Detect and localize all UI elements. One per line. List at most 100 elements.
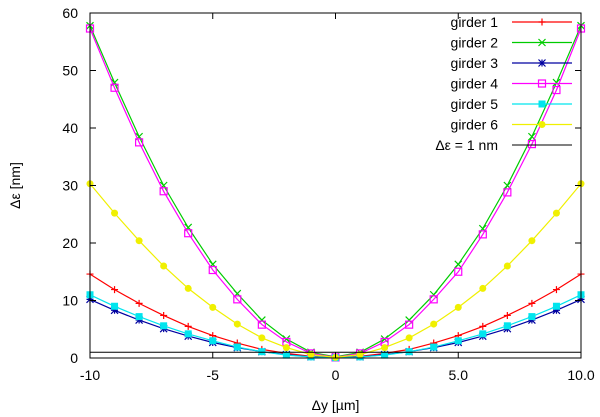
legend-label: girder 2 <box>451 35 499 51</box>
legend-entry: girder 4 <box>451 76 572 92</box>
data-point <box>282 335 291 343</box>
data-point <box>380 335 389 343</box>
series-layer <box>85 21 586 362</box>
data-point <box>479 284 487 292</box>
legend-marker <box>537 79 547 88</box>
data-point <box>135 299 143 307</box>
y-tick-label: 40 <box>62 120 78 136</box>
legend-marker <box>538 18 546 26</box>
data-point <box>430 343 438 351</box>
series-5 <box>86 291 585 362</box>
data-point <box>528 299 536 307</box>
data-point <box>381 351 389 359</box>
data-point <box>405 320 414 329</box>
data-point <box>552 85 561 95</box>
data-point <box>479 330 487 338</box>
y-tick-label: 30 <box>62 178 78 194</box>
data-point <box>552 209 560 217</box>
data-point <box>430 320 438 328</box>
data-point <box>405 348 413 356</box>
data-point <box>479 322 487 330</box>
legend-label: girder 3 <box>451 55 499 71</box>
legend-marker <box>538 100 546 108</box>
data-point <box>503 311 511 319</box>
y-tick-label: 60 <box>62 5 78 21</box>
legend: girder 1 girder 2 girder 3 girder 4 girder 5… <box>435 14 572 153</box>
data-point <box>429 295 438 304</box>
data-point <box>111 209 119 217</box>
data-point <box>184 284 192 292</box>
data-point <box>552 286 560 294</box>
data-point <box>160 262 168 270</box>
y-tick-label: 10 <box>62 293 78 309</box>
data-point <box>527 140 537 149</box>
x-tick-label: 0 <box>332 367 340 383</box>
series-4 <box>85 24 586 362</box>
legend-marker <box>538 38 546 47</box>
y-axis-label: Δε [nm] <box>7 162 23 209</box>
data-point <box>528 313 536 321</box>
legend-entry: girder 5 <box>451 96 572 112</box>
data-point <box>208 265 217 275</box>
data-point <box>159 187 168 196</box>
y-tick-label: 20 <box>62 235 78 251</box>
legend-marker <box>538 121 546 128</box>
data-point <box>552 302 560 310</box>
data-point <box>111 286 119 294</box>
legend-label: girder 1 <box>451 14 499 30</box>
legend-entry: girder 6 <box>451 117 572 133</box>
data-point <box>184 229 193 238</box>
series-2 <box>86 21 585 361</box>
series-line <box>89 28 582 359</box>
series-6 <box>86 180 585 361</box>
data-point <box>257 320 266 329</box>
x-tick-label: 10.0 <box>567 367 594 383</box>
data-point <box>478 230 487 239</box>
legend-entry: girder 1 <box>451 14 572 30</box>
data-point <box>110 306 119 315</box>
data-point <box>405 334 413 342</box>
data-point <box>381 344 389 352</box>
legend-entry: girder 3 <box>451 55 572 71</box>
data-point <box>209 303 217 311</box>
x-tick-label: -5 <box>207 367 220 383</box>
data-point <box>135 237 143 245</box>
data-point <box>110 83 119 92</box>
data-point <box>111 302 119 310</box>
data-point <box>454 267 463 276</box>
legend-label: girder 5 <box>451 96 499 112</box>
data-point <box>454 303 462 311</box>
data-point <box>307 351 315 359</box>
x-tick-label: 5.0 <box>449 367 469 383</box>
data-point <box>356 351 364 359</box>
data-point <box>184 322 192 330</box>
axes-layer: -10 -5 0 5.0 10.0 0 10 20 30 40 50 60 <box>62 5 594 383</box>
legend-entry: girder 2 <box>451 35 572 51</box>
data-point <box>233 343 241 351</box>
data-point <box>135 138 144 147</box>
series-1 <box>86 270 585 361</box>
data-point <box>110 78 119 87</box>
legend-label: girder 4 <box>451 76 499 92</box>
data-point <box>160 311 168 319</box>
legend-marker <box>538 59 546 67</box>
data-point <box>135 313 143 321</box>
data-point <box>233 295 242 304</box>
x-tick-label: -10 <box>80 367 100 383</box>
data-point <box>282 351 290 359</box>
y-tick-label: 0 <box>70 350 78 366</box>
data-point <box>503 188 512 197</box>
data-point <box>552 306 561 315</box>
data-point <box>184 330 192 338</box>
data-point <box>503 322 511 330</box>
data-point <box>503 262 511 270</box>
data-point <box>209 337 217 345</box>
data-point <box>282 344 290 352</box>
data-point <box>160 322 168 330</box>
data-point <box>258 334 266 342</box>
legend-label: girder 6 <box>451 117 499 133</box>
data-point <box>258 348 266 356</box>
x-axis-label: Δy [µm] <box>312 397 360 413</box>
legend-entry: Δε = 1 nm <box>435 137 572 153</box>
